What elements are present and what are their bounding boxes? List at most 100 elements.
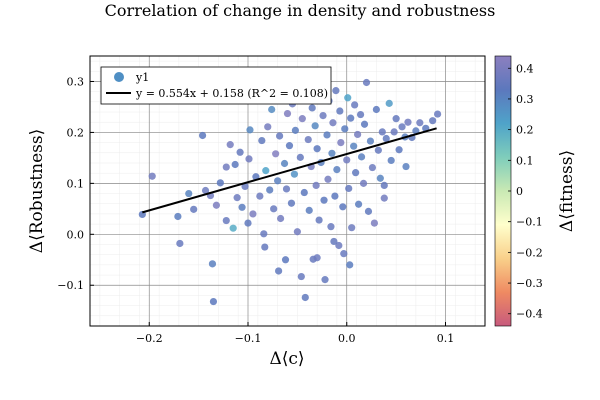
- colorbar-tick-label: 0.3: [516, 93, 534, 106]
- data-point: [308, 104, 316, 112]
- legend: y1 y = 0.554x + 0.158 (R^2 = 0.108): [100, 66, 332, 105]
- data-point: [336, 107, 344, 115]
- x-tick-label: 0.1: [437, 332, 455, 345]
- data-point: [226, 141, 234, 149]
- data-point: [429, 117, 437, 125]
- data-point: [392, 115, 400, 123]
- data-point: [416, 119, 424, 127]
- data-point: [238, 203, 246, 211]
- colorbar-tick-label: 0.1: [516, 154, 534, 167]
- colorbar-tick-label: 0.2: [516, 124, 534, 137]
- data-point: [378, 128, 386, 136]
- data-point: [350, 142, 358, 150]
- data-point: [262, 167, 270, 175]
- data-point: [276, 214, 285, 223]
- data-point: [233, 194, 241, 202]
- data-point: [354, 130, 362, 139]
- y-tick-label: 0.2: [67, 126, 85, 139]
- data-point: [323, 131, 331, 139]
- data-point: [357, 153, 366, 161]
- data-point: [321, 276, 329, 284]
- data-point: [268, 105, 276, 114]
- data-point: [281, 256, 290, 264]
- data-point: [395, 146, 403, 154]
- data-point: [246, 126, 254, 134]
- data-point: [293, 228, 301, 236]
- data-point: [275, 267, 283, 275]
- data-point: [376, 174, 384, 182]
- data-point: [329, 119, 337, 127]
- plot-frame: [89, 55, 486, 327]
- data-point: [256, 192, 264, 200]
- fit-line: [142, 127, 437, 214]
- data-point: [364, 207, 373, 215]
- data-point: [339, 203, 347, 211]
- data-point: [346, 261, 354, 269]
- data-point: [282, 185, 291, 193]
- x-axis-ticks: −0.2 −0.1 0.0 0.1: [136, 322, 454, 345]
- data-point: [272, 150, 280, 158]
- data-point: [280, 159, 289, 168]
- data-point: [359, 179, 368, 187]
- y-tick-label: 0.0: [67, 228, 85, 241]
- data-point: [198, 131, 207, 140]
- data-point: [374, 146, 382, 154]
- x-tick-label: −0.2: [136, 332, 163, 345]
- data-point: [260, 230, 268, 238]
- data-point: [344, 94, 352, 102]
- data-point: [209, 297, 218, 306]
- data-point: [287, 199, 296, 207]
- data-point: [337, 139, 345, 147]
- colorbar-tick-label: −0.4: [516, 308, 543, 321]
- colorbar-tick-label: −0.1: [516, 216, 543, 229]
- data-point: [331, 192, 339, 200]
- data-point: [380, 181, 388, 189]
- y-axis-ticks: −0.1 0.0 0.1 0.2 0.3: [57, 75, 94, 292]
- data-point: [372, 105, 380, 114]
- colorbar-ticks: −0.4 −0.3 −0.2 −0.1 0 0.1 0.2 0.3 0.4: [508, 62, 543, 321]
- data-point: [236, 148, 244, 156]
- data-point: [296, 153, 304, 161]
- colorbar-tick-label: 0.4: [516, 62, 534, 75]
- data-point: [340, 250, 348, 258]
- data-point: [244, 219, 252, 227]
- legend-box: [100, 66, 332, 105]
- data-point: [333, 166, 341, 174]
- data-point: [176, 239, 184, 248]
- data-point: [341, 125, 349, 133]
- data-point: [264, 123, 272, 131]
- data-point: [382, 134, 390, 143]
- data-point: [368, 163, 377, 172]
- data-point: [412, 127, 420, 135]
- data-point: [404, 118, 412, 126]
- data-point: [362, 78, 371, 87]
- data-point: [351, 101, 359, 109]
- data-point: [313, 145, 321, 153]
- legend-label-fit: y = 0.554x + 0.158 (R^2 = 0.108): [135, 87, 328, 100]
- data-point: [312, 181, 320, 189]
- data-point: [285, 142, 294, 150]
- data-point: [301, 293, 309, 302]
- data-point: [315, 216, 323, 224]
- data-point: [385, 99, 393, 107]
- data-point: [222, 163, 230, 171]
- data-point: [390, 128, 398, 136]
- x-axis-label: Δ⟨c⟩: [269, 349, 304, 369]
- y-tick-label: 0.1: [67, 177, 85, 190]
- data-point: [304, 135, 312, 144]
- data-point: [360, 120, 369, 128]
- data-point: [434, 110, 442, 118]
- data-point: [313, 254, 321, 262]
- y-axis-label: Δ⟨Robustness⟩: [27, 129, 47, 253]
- data-point: [276, 132, 284, 140]
- data-point: [148, 172, 156, 180]
- data-point: [261, 243, 269, 251]
- x-tick-label: −0.1: [235, 332, 262, 345]
- colorbar-tick-label: −0.3: [516, 277, 543, 290]
- data-point: [229, 224, 237, 232]
- chart-title: Correlation of change in density and rob…: [105, 1, 496, 20]
- x-tick-label: 0.0: [338, 332, 356, 345]
- data-point: [332, 87, 340, 95]
- y-tick-label: 0.3: [67, 75, 85, 88]
